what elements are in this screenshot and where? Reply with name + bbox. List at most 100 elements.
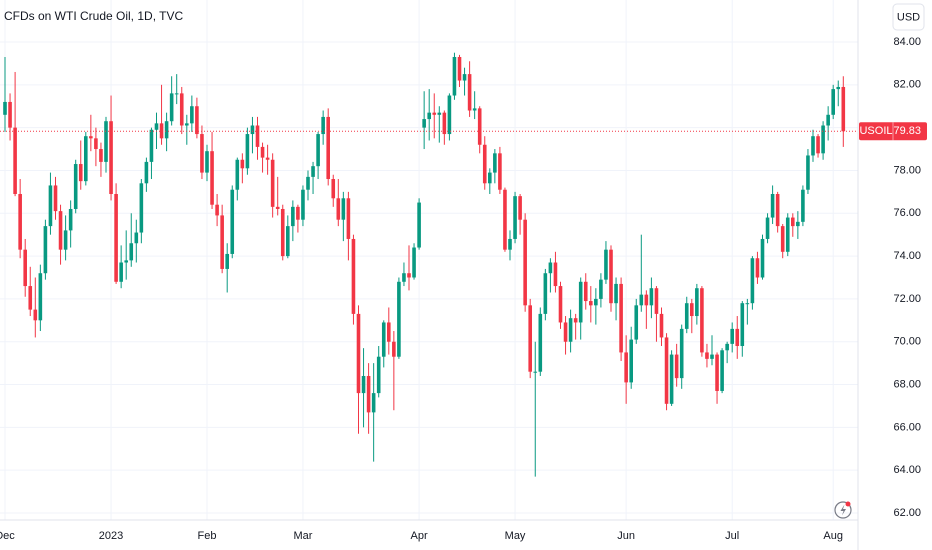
candle-body (195, 106, 199, 135)
candle-body (826, 114, 830, 126)
candle-body (255, 125, 260, 147)
candle-body (371, 393, 376, 413)
candle-body (427, 112, 431, 120)
candle-body (543, 273, 548, 314)
candle-body (240, 159, 245, 169)
candle-body (270, 159, 275, 207)
candle-body (760, 238, 765, 278)
candle-body (412, 247, 416, 278)
candle-body (604, 249, 608, 280)
candle-body (376, 356, 381, 394)
candle-body (619, 283, 623, 353)
candle-body (624, 352, 628, 383)
candle-body (705, 352, 709, 359)
x-tick-label: 2023 (99, 530, 123, 542)
candle-body (690, 303, 694, 317)
candle-body (533, 371, 538, 373)
candle-body (700, 288, 704, 353)
candle-body (326, 116, 330, 180)
candle-body (765, 217, 770, 239)
candle-body (462, 74, 467, 81)
candle-body (806, 155, 810, 190)
candle-body (422, 119, 426, 128)
candle-body (589, 301, 593, 306)
candle-body (482, 144, 487, 184)
candle-body (488, 172, 492, 184)
candle-body (538, 313, 543, 372)
candle-body (720, 350, 724, 391)
candle-body (644, 294, 649, 306)
candle-body (18, 194, 22, 250)
candle-body (740, 303, 745, 347)
candle-body (730, 328, 734, 344)
candle-body (84, 136, 88, 182)
alert-icon[interactable] (834, 501, 852, 519)
candle-body (200, 134, 204, 173)
candle-body (336, 198, 341, 220)
candle-body (38, 273, 43, 321)
candle-body (250, 125, 255, 135)
candle-body (467, 74, 472, 111)
candle-body (58, 211, 63, 250)
candle-body (634, 305, 639, 340)
candle-body (164, 121, 169, 139)
candle-body (503, 189, 507, 250)
candle-body (442, 112, 447, 135)
candle-body (174, 93, 179, 95)
candle-body (154, 123, 159, 130)
candle-body (599, 279, 603, 299)
candle-body (735, 328, 740, 347)
candle-body (674, 354, 679, 379)
candle-body (437, 112, 442, 115)
candle-body (28, 286, 33, 310)
candle-body (114, 194, 118, 282)
candle-body (366, 375, 371, 413)
candle-body (215, 204, 219, 216)
candle-body (134, 232, 139, 244)
candle-body (159, 123, 164, 139)
candle-body (63, 230, 68, 250)
candle-body (397, 281, 401, 357)
candle-body (220, 215, 224, 269)
candle-body (225, 253, 229, 269)
candle-body (341, 198, 346, 220)
candle-body (573, 318, 578, 323)
candle-body (402, 273, 406, 282)
candle-body (614, 283, 618, 304)
currency-box[interactable] (892, 3, 925, 31)
candle-body (417, 202, 421, 248)
candle-body (725, 343, 729, 351)
candle-body (245, 134, 250, 169)
candle-body (472, 108, 477, 111)
candle-body (821, 125, 825, 154)
candle-body (301, 189, 305, 220)
candle-body (346, 198, 351, 239)
candle-body (331, 179, 336, 199)
candle-body (548, 262, 553, 274)
candle-body (457, 56, 462, 81)
x-tick-label: May (505, 530, 526, 542)
candle-body (664, 337, 669, 404)
x-tick-label: Apr (411, 530, 428, 542)
candle-body (94, 138, 98, 150)
candle-body (796, 221, 800, 227)
candle-body (43, 226, 48, 274)
candle-body (169, 93, 174, 122)
candle-body (609, 249, 613, 304)
candle-body (260, 146, 265, 158)
candle-body (210, 151, 214, 205)
candle-body (407, 273, 411, 278)
candle-body (578, 281, 583, 323)
candle-body (563, 322, 568, 342)
candle-body (629, 339, 633, 383)
candle-body (8, 101, 12, 128)
candle-body (836, 86, 841, 90)
candle-body (594, 298, 598, 306)
candle-body (518, 196, 522, 220)
candle-body (190, 106, 194, 124)
candle-body (356, 313, 361, 394)
candle-body (750, 258, 755, 304)
candle-body (185, 123, 189, 126)
candle-body (493, 153, 497, 173)
candle-body (583, 281, 588, 302)
